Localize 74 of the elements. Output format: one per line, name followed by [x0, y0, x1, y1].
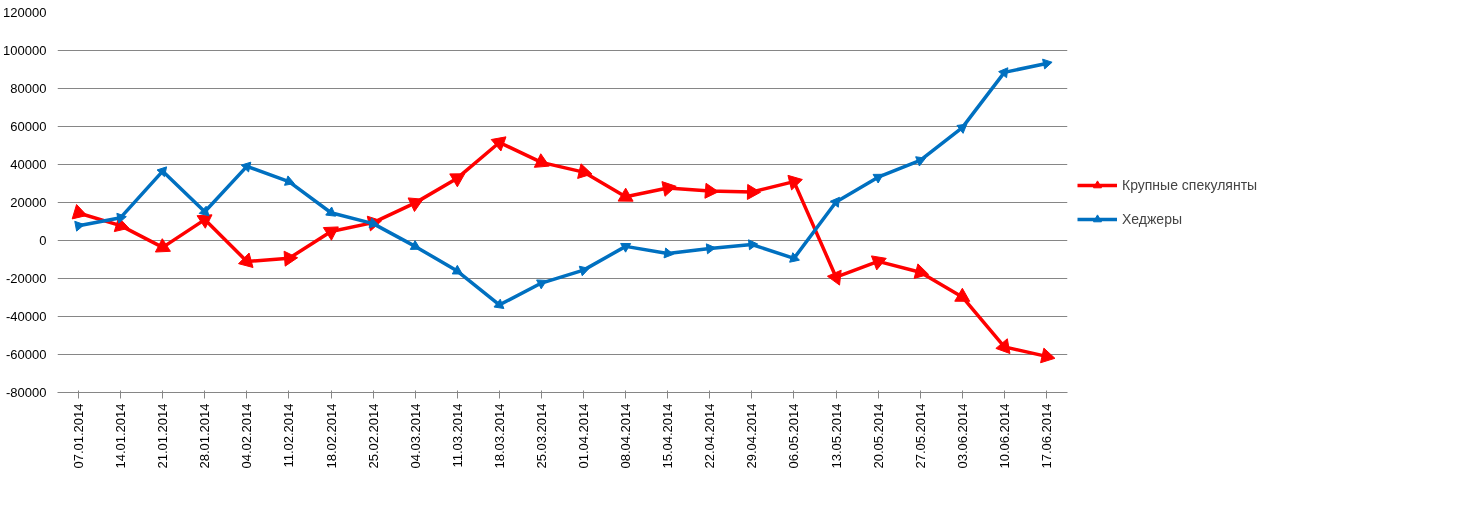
point: [196, 214, 213, 229]
point: [748, 239, 759, 251]
point: [154, 238, 171, 253]
x-tick-label: 15.04.2014: [660, 403, 676, 469]
point: [325, 206, 337, 217]
point: [1042, 58, 1053, 70]
point: [493, 298, 505, 310]
y-tick-label: 60000: [10, 119, 47, 134]
point: [407, 197, 424, 213]
x-tick-label: 03.06.2014: [954, 403, 970, 469]
x-tick-label: 25.02.2014: [365, 403, 381, 469]
x-tick-label: 11.02.2014: [281, 403, 297, 468]
point: [490, 136, 507, 152]
legend-label: Крупные спекулянты: [1122, 177, 1258, 193]
x-tick-label: 01.04.2014: [576, 403, 592, 469]
x-tick-label: 20.05.2014: [870, 403, 886, 469]
point: [915, 156, 927, 167]
y-tick-label: -40000: [6, 309, 47, 324]
x-tick-label: 22.04.2014: [702, 403, 718, 469]
x-tick-label: 18.03.2014: [491, 403, 507, 469]
y-tick-label: 40000: [10, 157, 47, 172]
x-tick-label: 17.06.2014: [1038, 403, 1054, 469]
x-tick-label: 07.01.2014: [71, 403, 87, 469]
x-tick-label: 25.03.2014: [533, 403, 549, 469]
point: [913, 263, 930, 279]
point: [283, 250, 299, 267]
x-tick-label: 13.05.2014: [828, 403, 844, 469]
point: [872, 173, 884, 184]
x-tick-label: 18.02.2014: [323, 403, 339, 469]
point: [536, 279, 548, 290]
point: [240, 161, 252, 173]
x-tick-label: 29.04.2014: [744, 403, 760, 469]
point: [787, 174, 803, 191]
point: [956, 123, 968, 134]
point: [451, 264, 463, 275]
point: [870, 255, 887, 271]
point: [238, 252, 254, 268]
point: [746, 183, 762, 200]
point: [789, 252, 800, 263]
point: [409, 240, 421, 250]
point: [661, 181, 677, 197]
point: [322, 226, 339, 241]
y-tick-label: -20000: [6, 271, 47, 286]
y-tick-label: 0: [39, 233, 47, 248]
point: [620, 242, 632, 253]
y-tick-label: 100000: [3, 43, 47, 58]
x-tick-label: 08.04.2014: [618, 403, 634, 469]
point: [156, 166, 168, 178]
point: [578, 265, 590, 277]
legend-label: Хеджеры: [1122, 211, 1182, 227]
y-tick-label: 80000: [10, 81, 47, 96]
x-tick-label: 21.01.2014: [155, 403, 171, 469]
x-tick-label: 06.05.2014: [786, 403, 802, 469]
point: [1040, 347, 1056, 364]
x-tick-label: 10.06.2014: [996, 403, 1012, 469]
point: [577, 163, 593, 179]
point: [449, 173, 466, 188]
y-tick-label: 20000: [10, 195, 47, 210]
point: [704, 182, 719, 199]
point: [116, 212, 127, 224]
x-tick-label: 04.02.2014: [239, 403, 255, 469]
x-tick-label: 27.05.2014: [912, 403, 928, 469]
point: [663, 247, 674, 259]
point: [71, 204, 88, 220]
y-tick-label: 120000: [3, 5, 47, 20]
x-tick-label: 28.01.2014: [197, 403, 213, 469]
point: [198, 205, 210, 217]
y-tick-label: -80000: [6, 385, 47, 400]
point: [998, 67, 1009, 79]
x-tick-label: 04.03.2014: [407, 403, 423, 469]
x-tick-label: 11.03.2014: [449, 403, 465, 468]
x-tick-label: 14.01.2014: [113, 403, 129, 469]
point: [284, 175, 295, 186]
y-tick-label: -60000: [6, 347, 47, 362]
